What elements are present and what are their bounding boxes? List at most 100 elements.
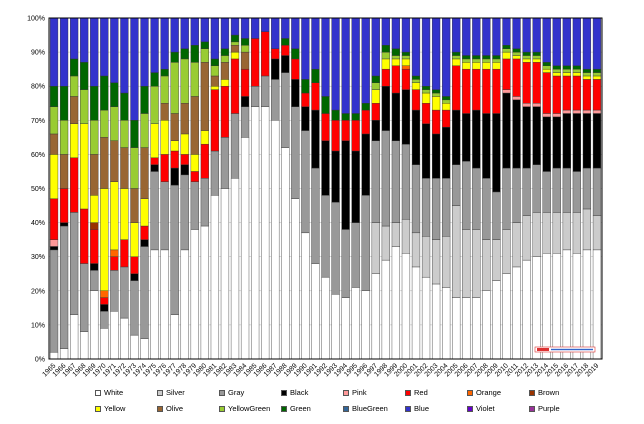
- bar-segment-gray: [261, 75, 270, 107]
- bar-segment-red: [442, 109, 451, 128]
- bar-segment-white: [170, 314, 179, 360]
- bar-segment-silver: [592, 215, 602, 251]
- legend-label: White: [104, 388, 124, 397]
- bar-segment-yellowgreen: [572, 68, 581, 73]
- bar-segment-blue: [59, 17, 69, 87]
- bar-segment-yellowgreen: [70, 75, 79, 97]
- bar-segment-white: [70, 314, 79, 360]
- bar-segment-gray: [421, 178, 431, 237]
- bar-segment-green: [150, 72, 159, 87]
- bar-segment-blue: [200, 17, 209, 43]
- bar-segment-silver: [482, 239, 491, 291]
- bar-segment-blue: [100, 17, 109, 77]
- bar-segment-blue: [341, 17, 350, 114]
- bar-segment-yellowgreen: [110, 106, 119, 141]
- bar-segment-white: [371, 273, 380, 360]
- bar-segment-red: [421, 103, 431, 124]
- bar-segment-yellowgreen: [421, 89, 431, 94]
- bar-segment-green: [140, 85, 149, 114]
- legend-item-orange: Orange: [467, 388, 529, 397]
- bar-segment-white: [281, 147, 290, 360]
- legend-label: Silver: [166, 388, 185, 397]
- bar-segment-pink: [49, 239, 59, 247]
- bar-segment-red: [542, 72, 551, 114]
- bar-segment-yellow: [230, 51, 240, 60]
- bar-segment-red: [512, 58, 521, 97]
- bar-segment-yellow: [482, 62, 491, 70]
- bar-segment-white: [361, 290, 370, 360]
- bar-segment-olive: [49, 133, 59, 155]
- bar-segment-yellow: [220, 79, 230, 87]
- bar-segment-yellowgreen: [411, 79, 421, 83]
- bar-segment-red: [341, 120, 350, 141]
- bar-segment-yellow: [140, 198, 149, 227]
- bar-segment-white: [130, 334, 139, 360]
- legend-swatch: [157, 405, 163, 412]
- legend-swatch: [467, 405, 473, 412]
- bar-segment-yellow: [210, 85, 220, 90]
- bar-segment-yellowgreen: [522, 55, 531, 60]
- x-axis: 1965196619671968196919701971197219731974…: [41, 362, 600, 378]
- bar-segment-black: [582, 113, 592, 169]
- bar-segment-red: [170, 150, 179, 169]
- bar-segment-white: [542, 253, 551, 360]
- chart-legend: White Silver Gray Black Pink Red Orange Brown Ye…: [95, 388, 595, 413]
- bar-segment-blue: [49, 17, 59, 87]
- legend-swatch: [95, 405, 101, 412]
- bar-segment-white: [210, 195, 220, 360]
- y-tick-label: 30%: [31, 254, 45, 261]
- bar-segment-green: [160, 68, 169, 77]
- bar-segment-black: [361, 133, 370, 196]
- y-tick-label: 80%: [31, 84, 45, 91]
- bar-segment-olive: [110, 140, 119, 182]
- bar-segment-green: [502, 45, 511, 49]
- bar-segment-blue: [130, 17, 139, 121]
- bar-segment-olive: [230, 45, 240, 53]
- bar-segment-red: [220, 85, 230, 138]
- bar-segment-yellow: [90, 195, 99, 223]
- bar-segment-black: [442, 126, 451, 179]
- bar-segment-gray: [301, 130, 310, 234]
- bar-segment-black: [180, 164, 189, 176]
- bar-segment-green: [472, 55, 481, 60]
- bar-segment-blue: [230, 17, 240, 36]
- bar-segment-yellow: [170, 140, 179, 152]
- bar-segment-blue: [492, 17, 501, 56]
- bar-segment-green: [431, 89, 441, 94]
- bar-segment-red: [381, 68, 390, 87]
- bar-segment-yellow: [391, 58, 401, 66]
- bar-segment-green: [331, 109, 340, 121]
- bar-segment-black: [532, 106, 541, 165]
- bar-segment-blue: [120, 17, 129, 94]
- bar-segment-blue: [421, 17, 431, 87]
- bar-segment-green: [391, 48, 401, 56]
- bar-segment-gray: [381, 130, 390, 227]
- bar-segment-black: [401, 89, 411, 145]
- bar-segment-yellow: [452, 58, 461, 66]
- legend-swatch: [343, 405, 349, 412]
- bar-segment-gray: [190, 181, 199, 230]
- bar-segment-gray: [90, 270, 99, 291]
- bar-segment-blue: [160, 17, 169, 70]
- bar-segment-red: [190, 171, 199, 182]
- bar-segment-orange: [100, 290, 109, 298]
- legend-swatch: [281, 405, 287, 412]
- bar-segment-silver: [401, 218, 411, 254]
- bar-segment-yellowgreen: [160, 75, 169, 104]
- bar-segment-white: [80, 331, 89, 360]
- bar-segment-gray: [250, 85, 260, 107]
- bar-segment-black: [472, 109, 481, 169]
- bar-segment-gray: [401, 143, 411, 220]
- bar-segment-blue: [562, 17, 571, 66]
- legend-item-black: Black: [281, 388, 343, 397]
- bar-segment-gray: [59, 225, 69, 349]
- bar-segment-white: [391, 246, 401, 360]
- bar-segment-white: [482, 290, 491, 360]
- bar-segment-blue: [210, 17, 220, 60]
- bar-segment-red: [301, 92, 310, 107]
- bar-segment-red: [160, 154, 169, 182]
- bar-segment-red: [462, 68, 471, 114]
- bar-segment-red: [361, 109, 370, 135]
- bar-segment-yellowgreen: [220, 55, 230, 63]
- bar-segment-silver: [472, 229, 481, 298]
